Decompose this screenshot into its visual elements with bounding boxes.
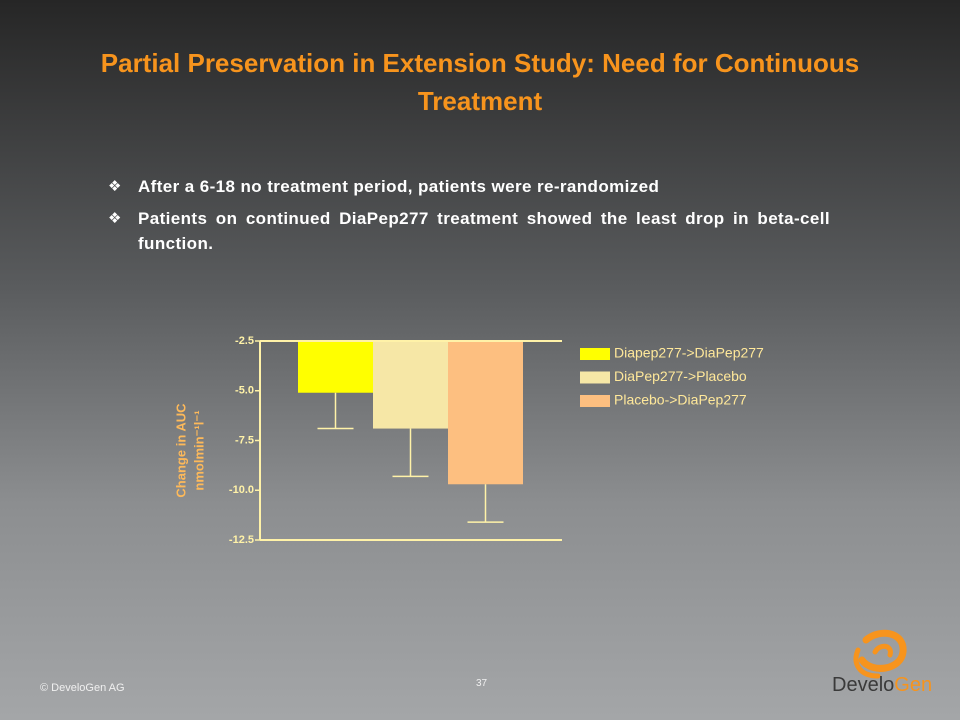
bullet: Patients on continued DiaPep277 treatmen… — [108, 206, 830, 256]
y-tick-label: -7.5 — [235, 434, 254, 446]
bar — [373, 341, 448, 429]
y-axis-label: Change in AUC — [173, 403, 188, 498]
logo-mark — [853, 629, 907, 679]
error-bar — [467, 484, 504, 523]
legend-label: Diapep277->DiaPep277 — [614, 345, 764, 361]
y-tick-label: -10.0 — [229, 484, 254, 496]
page-number: 37 — [476, 678, 488, 689]
bullet-list: After a 6-18 no treatment period, patien… — [108, 174, 830, 263]
legend-swatch — [580, 395, 610, 407]
copyright: © DeveloGen AG — [40, 682, 125, 694]
logo-part: Develo — [832, 674, 894, 696]
legend-label: DiaPep277->Placebo — [614, 368, 747, 384]
error-bar — [392, 428, 429, 478]
y-axis-label: nmolmin⁻¹l⁻¹ — [191, 410, 206, 490]
logo-text: DeveloGen — [832, 674, 932, 696]
error-bar — [317, 392, 354, 430]
bar — [298, 341, 373, 393]
bar — [448, 341, 523, 485]
legend-swatch — [580, 371, 610, 384]
y-tick-label: -12.5 — [229, 534, 254, 546]
legend-swatch — [580, 348, 610, 360]
logo-part: Gen — [894, 674, 932, 696]
legend-label: Placebo->DiaPep277 — [614, 392, 747, 408]
y-tick-label: -5.0 — [235, 385, 254, 397]
y-tick-label: -2.5 — [235, 335, 254, 347]
slide-title: Partial Preservation in Extension Study:… — [100, 48, 860, 116]
bullet: After a 6-18 no treatment period, patien… — [108, 174, 830, 199]
